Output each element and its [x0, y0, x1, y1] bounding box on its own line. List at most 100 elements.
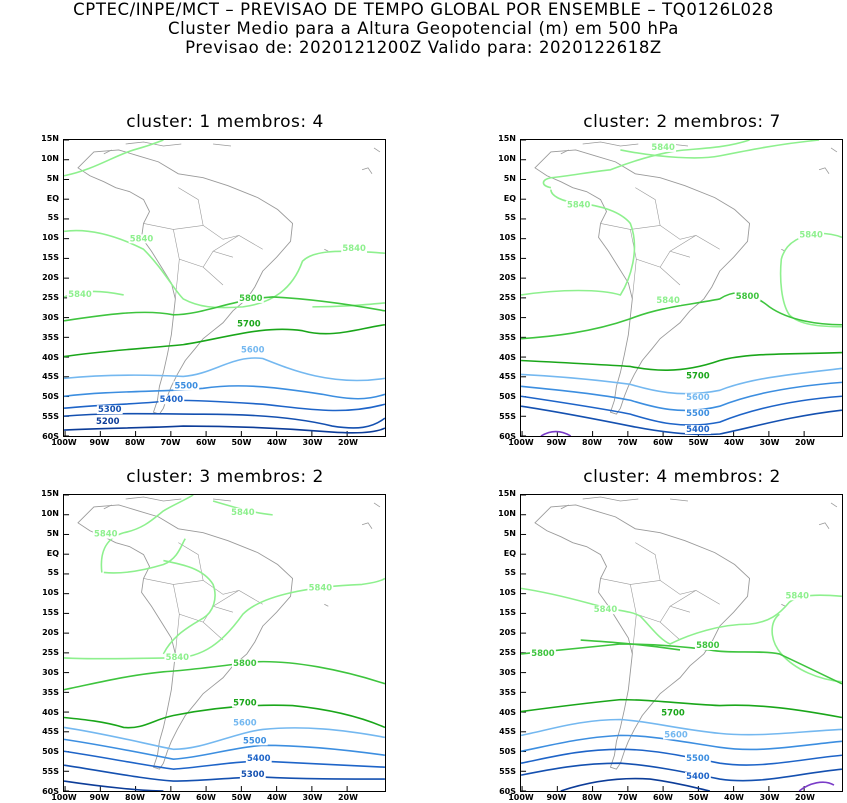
- lat-tick-label: 5S: [504, 213, 516, 223]
- country-borders: [600, 187, 720, 299]
- contour-line: [64, 385, 385, 400]
- lon-tick-label: 100W: [508, 438, 534, 447]
- lat-tick-label: 50S: [499, 392, 516, 402]
- lon-tick-label: 40W: [266, 438, 287, 447]
- contour-line: [64, 425, 385, 434]
- lon-tick-label: 50W: [231, 793, 252, 802]
- lat-tick-label: 45S: [42, 372, 59, 382]
- lat-tick-label: EQ: [503, 193, 516, 203]
- lat-tick-label: 15S: [42, 253, 59, 263]
- lat-tick-label: 35S: [42, 687, 59, 697]
- contour-label-bg: [530, 648, 556, 658]
- lat-tick-label: 45S: [42, 727, 59, 737]
- header-line-3: Previsao de: 2020121200Z Valido para: 20…: [185, 38, 662, 57]
- lat-tick-label: 10N: [498, 153, 516, 163]
- lon-tick-label: 50W: [688, 438, 709, 447]
- lat-tick-label: 50S: [42, 747, 59, 757]
- contour-line: [521, 698, 842, 719]
- lat-tick-label: 60S: [499, 432, 516, 441]
- lon-tick-label: 80W: [582, 793, 602, 802]
- contour-label: 5840: [785, 590, 809, 600]
- contour-line: [560, 777, 710, 791]
- contour-label-bg: [592, 605, 619, 615]
- contour-label-bg: [241, 736, 268, 746]
- contour-line: [521, 762, 842, 782]
- contour-label: 5840: [799, 229, 823, 239]
- contour-line: [162, 559, 216, 655]
- contour-label-bg: [94, 417, 121, 427]
- contour-label: 5700: [237, 319, 261, 329]
- contour-label: 5800: [239, 293, 263, 303]
- lat-tick-label: 30S: [42, 667, 59, 677]
- contour-label-bg: [565, 200, 592, 210]
- coastline: [77, 149, 294, 415]
- contour-map: 5840 5840 5840 5840 5800 5700 5600 5500 5400: [520, 139, 843, 437]
- contour-line: [521, 748, 842, 766]
- contour-label-bg: [92, 529, 119, 539]
- contour-label-bg: [235, 319, 262, 329]
- contour-label: 5800: [736, 291, 760, 301]
- contour-label-bg: [734, 291, 761, 301]
- lat-tick-label: 35S: [42, 332, 59, 342]
- lon-tick-label: 60W: [652, 793, 673, 802]
- lat-tick-label: 60S: [42, 787, 59, 796]
- contour-line: [542, 140, 750, 189]
- contour-line: [521, 367, 842, 395]
- contour-line: [64, 780, 164, 791]
- panel-title: cluster: 3 membros: 2: [126, 467, 324, 487]
- lat-tick-label: 60S: [42, 432, 59, 441]
- lat-tick-label: EQ: [503, 548, 516, 558]
- lon-tick-label: 30W: [759, 438, 780, 447]
- contour-label-bg: [229, 507, 256, 517]
- contour-line: [540, 430, 572, 436]
- contour-label-bg: [798, 230, 825, 240]
- contour-label: 5840: [166, 652, 190, 662]
- contour-label-bg: [684, 772, 711, 782]
- header-line-1: CPTEC/INPE/MCT – PREVISAO DE TEMPO GLOBA…: [73, 0, 774, 19]
- lat-tick-label: 35S: [499, 332, 516, 342]
- lon-tick-label: 20W: [794, 438, 815, 447]
- lat-tick-label: 45S: [499, 372, 516, 382]
- contour-line: [620, 140, 820, 159]
- atlantic-islands: [324, 502, 381, 607]
- contour-line: [64, 577, 385, 660]
- lat-tick-label: 5N: [503, 528, 516, 538]
- contour-label: 5840: [309, 582, 333, 592]
- contour-line: [64, 704, 385, 729]
- contour-label-bg: [684, 425, 711, 435]
- country-borders: [143, 187, 263, 299]
- contour-label-bg: [237, 293, 264, 303]
- lat-tick-label: EQ: [46, 548, 59, 558]
- contour-line: [64, 750, 385, 770]
- contour-line: [64, 296, 385, 322]
- lat-tick-label: 5S: [504, 568, 516, 578]
- lon-tick-label: 30W: [759, 793, 780, 802]
- contour-label: 5400: [686, 771, 710, 781]
- lat-tick-label: 5N: [46, 173, 59, 183]
- lon-tick-label: 40W: [266, 793, 287, 802]
- lat-tick-label: 20S: [499, 273, 516, 283]
- contour-label: 5840: [342, 243, 366, 253]
- lat-tick-label: 5S: [47, 213, 59, 223]
- contour-label: 5600: [686, 392, 710, 402]
- contour-label-bg: [231, 658, 258, 668]
- lat-tick-label: 35S: [499, 687, 516, 697]
- lon-tick-label: 90W: [546, 793, 567, 802]
- lat-tick-label: 30S: [499, 312, 516, 322]
- contour-line: [64, 726, 385, 751]
- lat-tick-label: 60S: [499, 787, 516, 796]
- lat-tick-label: 45S: [499, 727, 516, 737]
- contour-label-bg: [239, 345, 266, 355]
- lon-tick-label: 100W: [508, 793, 534, 802]
- contour-label-bg: [650, 142, 677, 152]
- lat-tick-label: 15S: [499, 253, 516, 263]
- lon-tick-label: 50W: [231, 438, 252, 447]
- contour-label-bg: [158, 395, 185, 405]
- lon-tick-label: 20W: [337, 793, 358, 802]
- contour-line: [64, 764, 385, 782]
- contour-label-bg: [231, 718, 258, 728]
- contour-line: [580, 639, 681, 651]
- panel-title: cluster: 2 membros: 7: [583, 112, 781, 132]
- lat-tick-label: EQ: [46, 193, 59, 203]
- contour-line: [779, 232, 842, 328]
